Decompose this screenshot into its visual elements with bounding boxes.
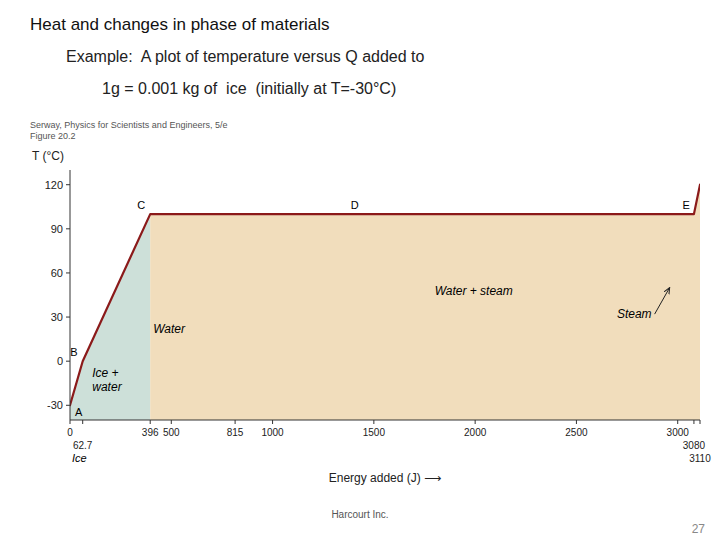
- x-tick-label: 2500: [565, 427, 588, 438]
- y-axis-line: [70, 170, 71, 420]
- chart-svg: Heat and changes in phase of materials Ex…: [0, 0, 720, 540]
- x-tick-label: 3080: [683, 440, 706, 451]
- source: Serway, Physics for Scientists and Engin…: [30, 120, 227, 141]
- area: [70, 214, 150, 420]
- x-tick-label: 1500: [363, 427, 386, 438]
- area: [150, 185, 700, 420]
- x-tick: [272, 420, 273, 424]
- x-tick-label: 0: [67, 427, 73, 438]
- x-tick-label: 815: [227, 427, 244, 438]
- x-tick: [82, 420, 83, 424]
- x-tick-label: 500: [163, 427, 180, 438]
- point-label: B: [70, 346, 77, 358]
- subtitle: 1g = 0.001 kg of ice (initially at T=-30…: [102, 80, 396, 97]
- text-line: Serway, Physics for Scientists and Engin…: [30, 120, 227, 130]
- y-tick-label: 60: [51, 267, 63, 279]
- point-label: E: [683, 199, 690, 211]
- x-tick-label: 2000: [464, 427, 487, 438]
- line: [70, 185, 700, 406]
- annotation: Ice: [72, 452, 87, 464]
- x-axis-line: [70, 420, 700, 421]
- point-label: C: [137, 199, 145, 211]
- footer: Harcourt Inc.: [331, 509, 388, 520]
- y-tick: [66, 405, 70, 406]
- x-tick: [70, 420, 71, 424]
- y-tick-label: 90: [51, 223, 63, 235]
- x-tick-label: 3000: [667, 427, 690, 438]
- x-tick: [475, 420, 476, 424]
- y-axis-label: T (°C): [32, 149, 64, 163]
- y-tick-label: -30: [47, 399, 63, 411]
- x-tick-label: 396: [142, 427, 159, 438]
- annotation: Steam: [617, 307, 652, 321]
- y-tick: [66, 228, 70, 229]
- text-line: Figure 20.2: [30, 131, 76, 141]
- x-tick: [576, 420, 577, 424]
- x-tick: [373, 420, 374, 424]
- text-line: Ice +: [92, 366, 118, 380]
- x-tick: [150, 420, 151, 424]
- x-tick: [677, 420, 678, 424]
- page-number: 27: [692, 522, 706, 536]
- y-tick-label: 0: [57, 355, 63, 367]
- annotation: Water + steam: [435, 284, 513, 298]
- title: Heat and changes in phase of materials: [30, 15, 330, 34]
- point-label: D: [351, 199, 359, 211]
- y-tick: [66, 317, 70, 318]
- x-tick-label: 62.7: [73, 440, 93, 451]
- x-tick-label: 1000: [261, 427, 284, 438]
- annotation-arrow: [655, 288, 670, 314]
- subtitle: Example: A plot of temperature versus Q …: [66, 48, 425, 65]
- annotation: Water: [153, 322, 186, 336]
- annotation: Ice +water: [92, 366, 122, 394]
- plot-data: [70, 185, 700, 420]
- page: {"chart_data": { "type": "line", "title"…: [0, 0, 720, 540]
- x-axis-label: Energy added (J) ⟶: [329, 471, 442, 485]
- x-tick: [700, 420, 701, 424]
- y-tick: [66, 361, 70, 362]
- text-line: water: [92, 380, 122, 394]
- y-tick-label: 120: [45, 179, 63, 191]
- x-tick: [235, 420, 236, 424]
- y-tick-label: 30: [51, 311, 63, 323]
- x-tick: [171, 420, 172, 424]
- y-tick: [66, 272, 70, 273]
- point-label: A: [75, 406, 83, 418]
- x-tick-label: 3110: [689, 453, 711, 464]
- chart-container: Heat and changes in phase of materials Ex…: [0, 0, 720, 540]
- y-tick: [66, 184, 70, 185]
- x-tick: [693, 420, 694, 424]
